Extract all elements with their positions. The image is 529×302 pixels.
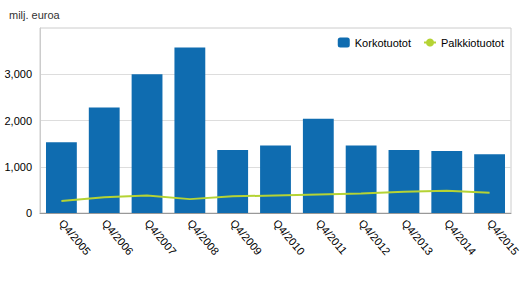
svg-text:milj. euroa: milj. euroa — [9, 9, 61, 21]
svg-text:Q4/2009: Q4/2009 — [228, 217, 264, 257]
svg-text:Q4/2011: Q4/2011 — [314, 217, 350, 256]
svg-text:Korkotuotot: Korkotuotot — [355, 37, 411, 49]
svg-text:Q4/2012: Q4/2012 — [357, 217, 393, 257]
svg-text:Q4/2007: Q4/2007 — [142, 217, 178, 257]
svg-text:2,000: 2,000 — [4, 115, 32, 127]
svg-text:Q4/2010: Q4/2010 — [271, 217, 307, 257]
svg-text:0: 0 — [26, 207, 32, 219]
svg-text:Q4/2013: Q4/2013 — [399, 217, 435, 257]
svg-text:Q4/2005: Q4/2005 — [57, 217, 93, 257]
svg-text:1,000: 1,000 — [4, 161, 32, 173]
svg-text:Q4/2006: Q4/2006 — [100, 217, 136, 257]
svg-text:3,000: 3,000 — [4, 68, 32, 80]
svg-text:Q4/2014: Q4/2014 — [442, 217, 478, 257]
svg-text:Q4/2008: Q4/2008 — [185, 217, 221, 257]
svg-text:Palkkiotuotot: Palkkiotuotot — [441, 37, 504, 49]
svg-text:Q4/2015: Q4/2015 — [485, 217, 521, 257]
